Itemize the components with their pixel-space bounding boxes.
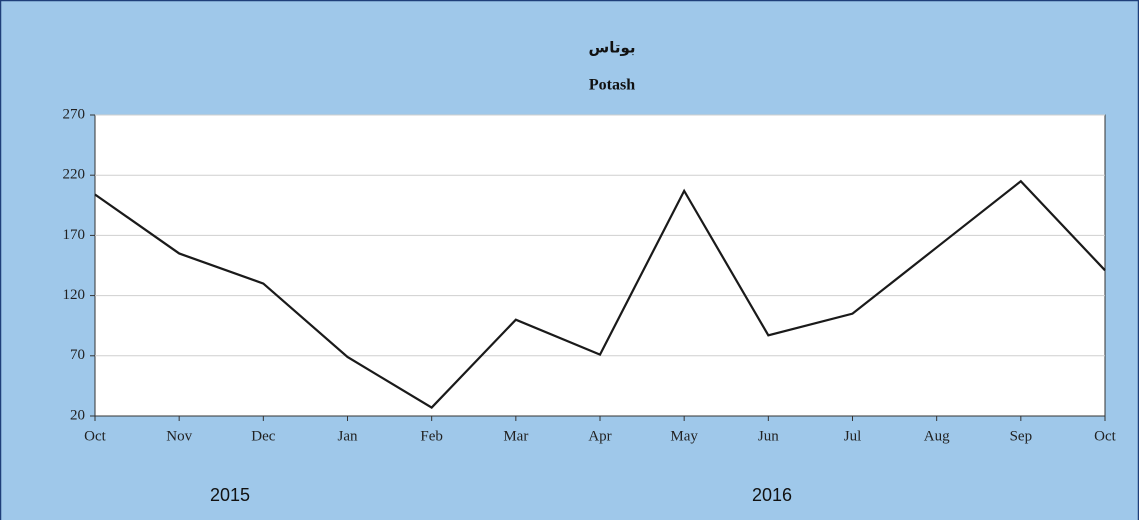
x-tick-label: Apr <box>588 428 611 444</box>
x-tick-label: Dec <box>251 428 275 444</box>
x-tick-label: Jan <box>338 428 358 444</box>
x-tick-label: Nov <box>166 428 192 444</box>
y-tick-label: 120 <box>63 287 86 303</box>
x-tick-label: Feb <box>420 428 443 444</box>
x-tick-label: Jun <box>758 428 779 444</box>
chart-title: بوتاس <box>589 39 636 57</box>
y-tick-label: 170 <box>63 227 86 243</box>
x-tick-label: Oct <box>1094 428 1116 444</box>
x-tick-label: Oct <box>84 428 106 444</box>
x-tick-label: Jul <box>844 428 862 444</box>
y-tick-label: 270 <box>63 106 86 122</box>
x-tick-label: Mar <box>503 428 528 444</box>
y-tick-label: 20 <box>70 407 85 423</box>
x-tick-label: May <box>670 428 698 444</box>
x-tick-label: Aug <box>924 428 950 444</box>
y-tick-label: 220 <box>63 167 86 183</box>
data-line <box>94 179 1106 409</box>
plot-area <box>94 114 1106 417</box>
x-tick-label: Sep <box>1010 428 1033 444</box>
year-label: 2016 <box>752 485 792 505</box>
year-label: 2015 <box>210 485 250 505</box>
y-tick-label: 70 <box>70 347 85 363</box>
chart-subtitle: Potash <box>589 77 635 94</box>
